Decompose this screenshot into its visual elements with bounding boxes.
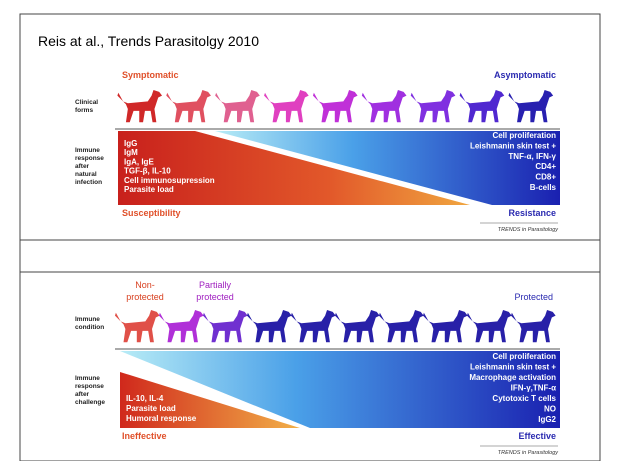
list-item: after [75,163,90,170]
list-item: Immune [75,147,100,154]
list-item: natural [75,171,97,178]
list-item: B-cells [530,183,557,192]
list-item: IL-10, IL-4 [126,394,164,403]
list-item: Parasite load [126,404,176,413]
slide: Reis at al., Trends Parasitolgy 2010 Sym… [0,0,623,461]
source: TRENDS in Parasitology [498,450,559,456]
slide-title: Reis at al., Trends Parasitolgy 2010 [38,33,259,49]
outcome: Susceptibility [122,208,181,218]
heading: Non- [135,280,155,290]
list-item: infection [75,179,102,186]
list-item: IgA, IgE [124,157,154,166]
list-item: Cell proliferation [492,352,556,361]
heading: Protected [514,292,553,302]
list-item: CD8+ [535,173,556,182]
outcome: Ineffective [122,431,167,441]
row-label: forms [75,107,93,114]
list-item: IgG [124,139,137,148]
heading: Asymptomatic [494,70,556,80]
list-item: Cell proliferation [492,131,556,140]
list-item: Leishmanin skin test + [470,141,556,150]
list-item: TGF-β, IL-10 [124,167,171,176]
heading: Partially [199,280,232,290]
list-item: Macrophage activation [469,373,556,382]
list-item: IgM [124,148,138,157]
row-label: Immune [75,316,100,323]
list-item: response [75,383,104,390]
outcome: Effective [518,431,556,441]
list-item: response [75,155,104,162]
list-item: Humoral response [126,414,197,423]
heading: protected [196,292,234,302]
list-item: Cell immunosupression [124,176,215,185]
list-item: challenge [75,399,105,406]
list-item: after [75,391,90,398]
row-label: condition [75,324,104,331]
list-item: Leishmanin skin test + [470,363,556,372]
row-label: Clinical [75,99,98,106]
heading: protected [126,292,164,302]
list-item: IFN-γ,TNF-α [511,384,556,393]
list-item: CD4+ [535,162,556,171]
list-item: Cytotoxic T cells [492,394,556,403]
heading: Symptomatic [122,70,179,80]
list-item: Immune [75,375,100,382]
list-item: NO [544,405,556,414]
list-item: TNF-α, IFN-γ [508,152,556,161]
outcome: Resistance [508,208,556,218]
list-item: IgG2 [538,415,556,424]
list-item: Parasite load [124,185,174,194]
source: TRENDS in Parasitology [498,227,559,233]
